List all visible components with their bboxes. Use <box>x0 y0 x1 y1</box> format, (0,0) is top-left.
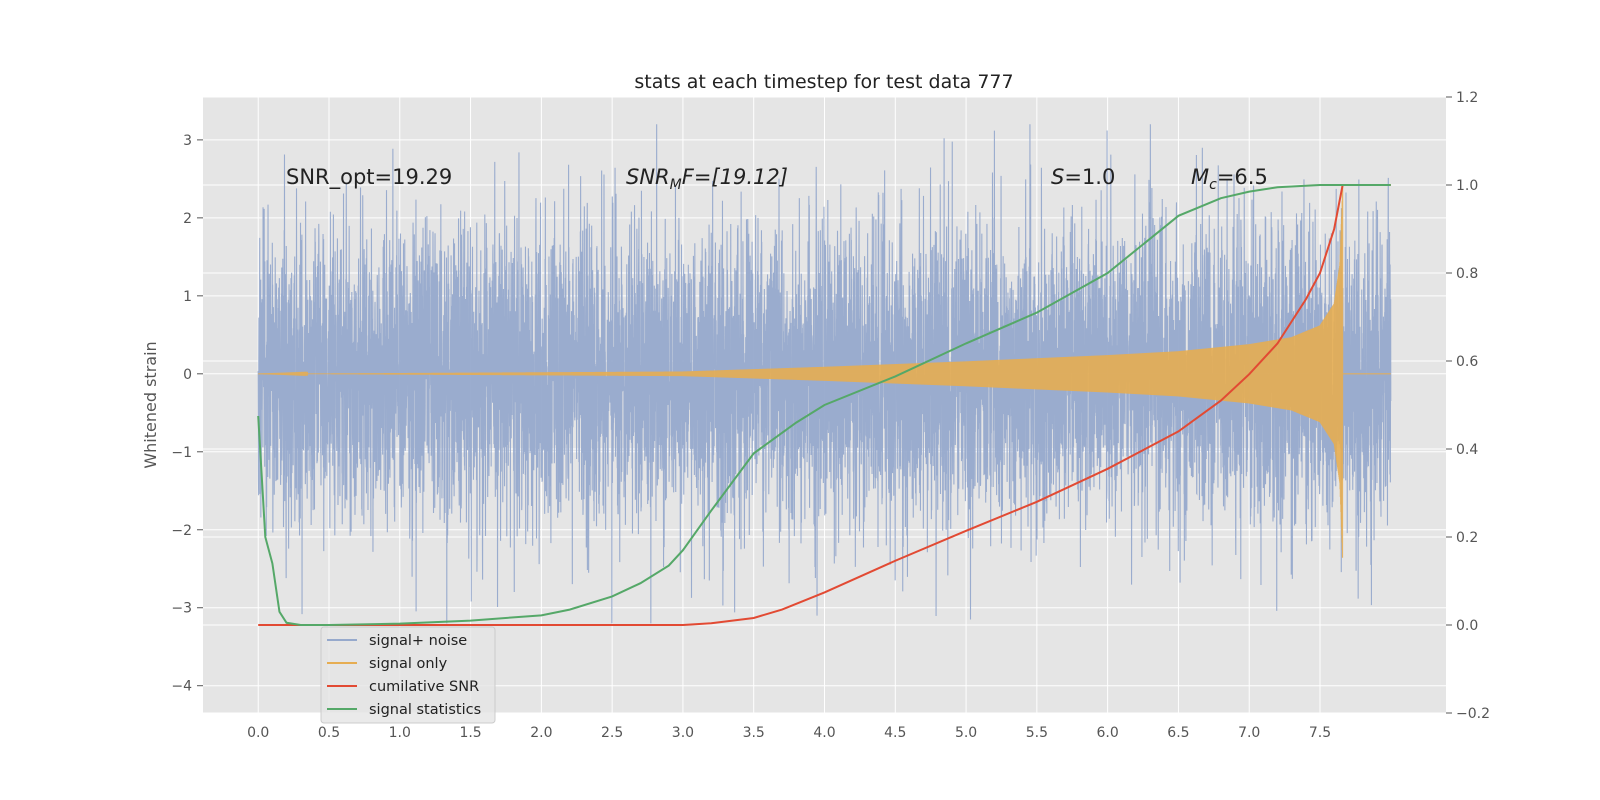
annotation-snr-mf-main: SNR <box>626 165 670 189</box>
x-tick-label: 5.0 <box>955 725 977 741</box>
chart-title: stats at each timestep for test data 777 <box>634 71 1013 93</box>
series-signal-only <box>258 186 1391 558</box>
legend: signal+ noise signal only cumilative SNR… <box>320 626 496 724</box>
annotation-s-value: =1.0 <box>1064 165 1115 189</box>
series-layer <box>257 124 1392 626</box>
x-tick-label: 1.5 <box>459 725 481 741</box>
x-tick-label: 6.0 <box>1097 725 1119 741</box>
y-tick-label: −3 <box>171 601 192 617</box>
annotation-mc-sub: c <box>1209 177 1217 193</box>
y2-tick-label: 0.6 <box>1456 354 1478 370</box>
legend-box <box>320 626 496 724</box>
legend-label-signal-noise: signal+ noise <box>369 633 467 649</box>
legend-label-signal-only: signal only <box>369 656 448 672</box>
y-axis-label: Whitened strain <box>141 341 160 468</box>
axis-ticks: 0.0 0.5 1.0 1.5 2.0 2.5 3.0 3.5 4.0 4.5 5.0 5.5 6.0 6… <box>171 90 1490 741</box>
y2-tick-label: 1.2 <box>1456 90 1478 106</box>
annotation-snr-mf: SNRMF=[19.12] <box>626 165 788 193</box>
y-tick-label: 2 <box>183 211 192 227</box>
x-tick-label: 2.0 <box>530 725 552 741</box>
x-tick-label: 5.5 <box>1026 725 1048 741</box>
annotation-snr-opt: SNR_opt=19.29 <box>286 165 452 190</box>
annotation-snr-mf-sub: M <box>670 177 682 193</box>
x-tick-label: 0.5 <box>318 725 340 741</box>
annotation-snr-mf-rest: F=[19.12] <box>682 165 788 189</box>
x-tick-label: 6.5 <box>1167 725 1189 741</box>
x-tick-label: 3.5 <box>743 725 765 741</box>
y-tick-label: −2 <box>171 523 192 539</box>
y-tick-label: 1 <box>183 289 192 305</box>
y-tick-label: −1 <box>171 445 192 461</box>
y2-tick-label: 0.2 <box>1456 530 1478 546</box>
y2-tick-label: 0.4 <box>1456 442 1478 458</box>
y2-tick-label: 0.0 <box>1456 618 1478 634</box>
y-tick-label: 3 <box>183 133 192 149</box>
y2-tick-label: −0.2 <box>1456 706 1490 722</box>
y-tick-label: 0 <box>183 367 192 383</box>
x-tick-label: 2.5 <box>601 725 623 741</box>
annotation-mc-symbol: M <box>1191 165 1209 189</box>
x-tick-label: 1.0 <box>389 725 411 741</box>
y-tick-label: −4 <box>171 679 192 695</box>
annotation-mc: Mc=6.5 <box>1191 165 1268 193</box>
x-tick-label: 7.5 <box>1309 725 1331 741</box>
series-signal-statistics <box>257 184 1391 626</box>
legend-label-cumulative-snr: cumilative SNR <box>369 679 479 695</box>
y2-tick-label: 0.8 <box>1456 266 1478 282</box>
x-tick-label: 4.0 <box>813 725 835 741</box>
annotation-s: S=1.0 <box>1051 165 1115 189</box>
annotations: SNR_opt=19.29 SNRMF=[19.12] S=1.0 Mc=6.5 <box>286 165 1268 193</box>
y2-tick-label: 1.0 <box>1456 178 1478 194</box>
series-signal-noise <box>257 124 1392 624</box>
series-cumulative-snr <box>258 184 1391 626</box>
annotation-mc-value: =6.5 <box>1217 165 1268 189</box>
x-tick-label: 0.0 <box>247 725 269 741</box>
annotation-s-symbol: S <box>1051 165 1064 189</box>
x-tick-label: 4.5 <box>884 725 906 741</box>
legend-label-signal-statistics: signal statistics <box>369 702 481 718</box>
x-tick-label: 3.0 <box>672 725 694 741</box>
x-tick-label: 7.0 <box>1238 725 1260 741</box>
